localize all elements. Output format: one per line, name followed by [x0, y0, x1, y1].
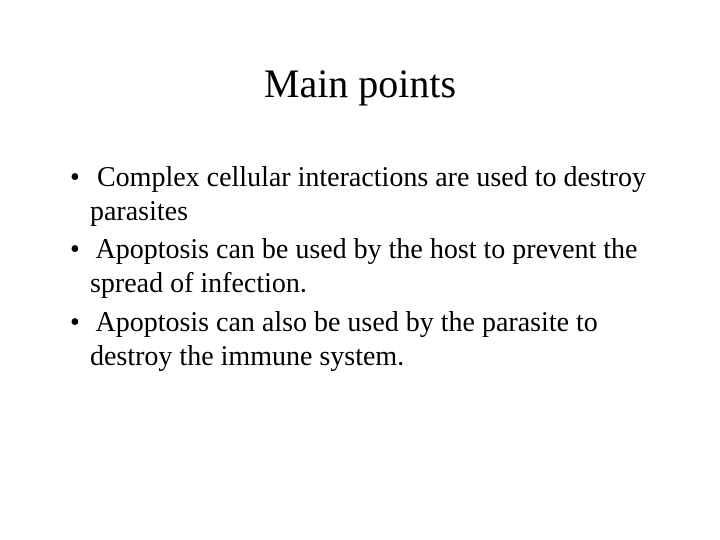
bullet-item: Apoptosis can also be used by the parasi… [56, 306, 664, 374]
slide-title: Main points [56, 60, 664, 107]
bullet-list: Complex cellular interactions are used t… [56, 161, 664, 374]
bullet-text: Complex cellular interactions are used t… [90, 162, 646, 227]
bullet-item: Complex cellular interactions are used t… [56, 161, 664, 229]
bullet-text: Apoptosis can also be used by the parasi… [90, 307, 598, 372]
slide: Main points Complex cellular interaction… [0, 0, 720, 540]
bullet-text: Apoptosis can be used by the host to pre… [90, 234, 637, 299]
bullet-item: Apoptosis can be used by the host to pre… [56, 233, 664, 301]
